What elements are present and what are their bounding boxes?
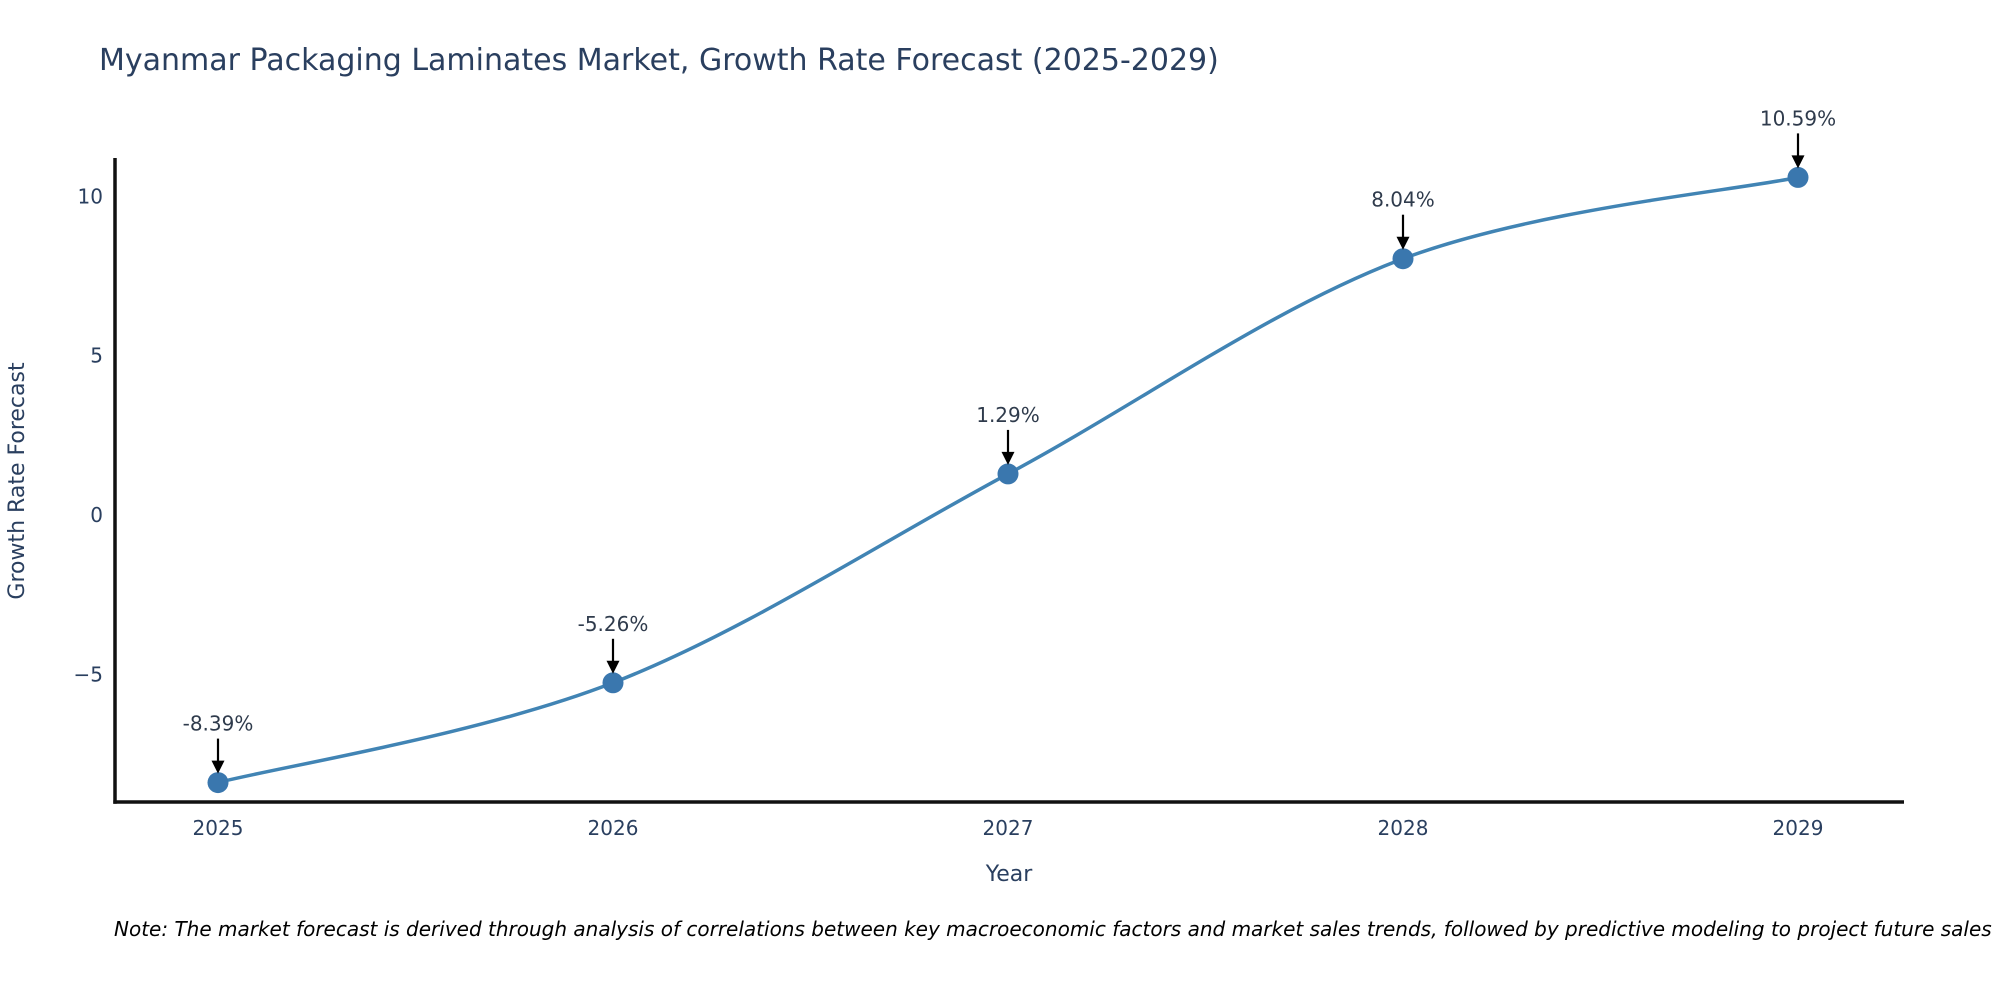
- x-tick-label: 2025: [193, 816, 244, 840]
- annotation-arrowhead: [211, 760, 225, 774]
- y-axis-title: Growth Rate Forecast: [5, 362, 30, 600]
- annotation-arrowhead: [1001, 451, 1015, 465]
- data-point-marker: [997, 463, 1019, 485]
- x-tick-label: 2027: [983, 816, 1034, 840]
- data-point-label: 10.59%: [1760, 106, 1836, 130]
- footnote: Note: The market forecast is derived thr…: [114, 917, 1992, 941]
- y-tick-label: 0: [90, 503, 103, 527]
- data-point-label: 8.04%: [1371, 188, 1435, 212]
- x-tick-label: 2029: [1773, 816, 1824, 840]
- x-axis-title: Year: [985, 862, 1034, 887]
- y-tick-label: −5: [74, 662, 103, 686]
- y-tick-label: 10: [78, 184, 103, 208]
- y-tick-label: 5: [90, 344, 103, 368]
- data-point-marker: [207, 772, 229, 794]
- chart-title: Myanmar Packaging Laminates Market, Grow…: [99, 43, 1219, 78]
- x-tick-label: 2026: [588, 816, 639, 840]
- data-point-marker: [1392, 248, 1414, 270]
- data-point-marker: [602, 672, 624, 694]
- data-point-label: -8.39%: [183, 712, 254, 736]
- data-point-label: -5.26%: [578, 612, 649, 636]
- x-tick-label: 2028: [1378, 816, 1429, 840]
- data-point-marker: [1787, 166, 1809, 188]
- annotation-arrowhead: [1396, 236, 1410, 250]
- annotation-arrowhead: [1791, 155, 1805, 169]
- plot-dynamic-layer: −5 0 5 10 2025 2026 2027 2028 2029 -8.39% -5.26% 1.…: [74, 106, 1904, 840]
- annotation-arrowhead: [606, 660, 620, 674]
- data-point-label: 1.29%: [976, 403, 1040, 427]
